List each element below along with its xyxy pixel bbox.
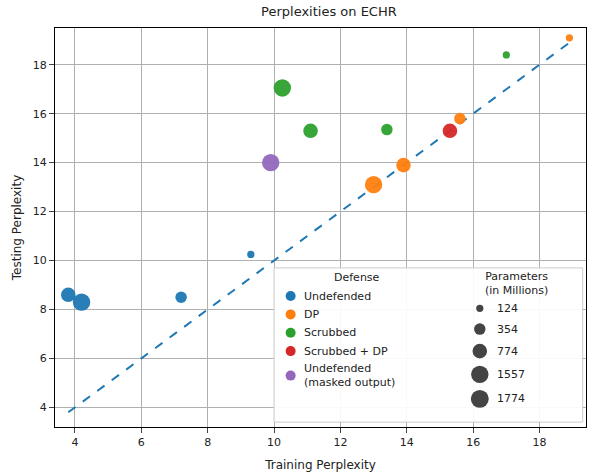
svg-text:Undefended: Undefended xyxy=(304,290,371,303)
svg-text:16: 16 xyxy=(466,436,480,449)
svg-text:14: 14 xyxy=(33,156,47,169)
svg-text:6: 6 xyxy=(40,352,47,365)
svg-text:Parameters(in Millions): Parameters(in Millions) xyxy=(485,270,548,297)
svg-text:18: 18 xyxy=(33,59,47,72)
svg-text:Testing Perplexity: Testing Perplexity xyxy=(10,175,24,282)
svg-text:124: 124 xyxy=(497,302,518,315)
svg-text:6: 6 xyxy=(138,436,145,449)
svg-text:14: 14 xyxy=(400,436,414,449)
svg-text:10: 10 xyxy=(33,254,47,267)
svg-text:774: 774 xyxy=(497,345,518,358)
svg-text:12: 12 xyxy=(333,436,347,449)
svg-text:Training Perplexity: Training Perplexity xyxy=(264,458,376,472)
svg-text:1557: 1557 xyxy=(497,368,525,381)
svg-text:8: 8 xyxy=(40,303,47,316)
svg-text:1774: 1774 xyxy=(497,392,525,405)
svg-text:16: 16 xyxy=(33,108,47,121)
svg-text:8: 8 xyxy=(204,436,211,449)
svg-text:12: 12 xyxy=(33,205,47,218)
svg-text:Perplexities on ECHR: Perplexities on ECHR xyxy=(261,4,397,19)
svg-text:Scrubbed + DP: Scrubbed + DP xyxy=(304,345,388,358)
svg-text:Defense: Defense xyxy=(334,271,380,284)
svg-text:18: 18 xyxy=(533,436,547,449)
svg-text:10: 10 xyxy=(267,436,281,449)
svg-text:DP: DP xyxy=(304,308,319,321)
svg-text:354: 354 xyxy=(497,323,518,336)
svg-text:4: 4 xyxy=(40,401,47,414)
svg-text:Scrubbed: Scrubbed xyxy=(304,326,356,339)
svg-text:Undefended(masked output): Undefended(masked output) xyxy=(304,362,395,389)
svg-text:4: 4 xyxy=(71,436,78,449)
